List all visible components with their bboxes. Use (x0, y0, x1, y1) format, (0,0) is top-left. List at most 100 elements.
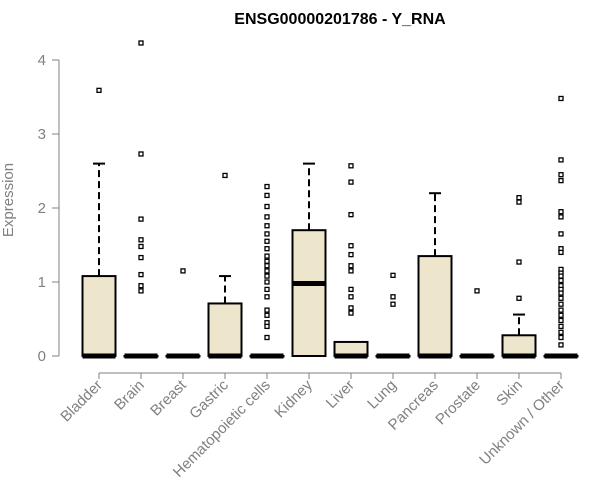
outlier-point (222, 172, 228, 179)
box-rect (81, 275, 117, 357)
box-hematopoietic-cells (249, 183, 285, 359)
outlier-point (348, 263, 354, 269)
outlier-point (264, 214, 270, 220)
outlier-point (180, 268, 186, 274)
outlier-point (264, 238, 270, 244)
box-breast (165, 268, 201, 359)
outlier-point (516, 199, 522, 205)
outlier-point (558, 317, 564, 324)
x-tick-label: Brain (111, 377, 148, 414)
outlier-point (348, 310, 354, 316)
outlier-point (264, 183, 270, 190)
box-lung (375, 272, 411, 359)
outlier-point (264, 263, 270, 269)
outlier-point (96, 87, 102, 93)
outlier-point (558, 290, 564, 296)
outlier-point (264, 307, 270, 313)
outlier-point (138, 151, 144, 157)
outlier-point (558, 312, 564, 318)
box-unknown-other (543, 95, 579, 359)
box-rect (291, 229, 327, 357)
outlier-point (264, 312, 270, 318)
box-rect (417, 255, 453, 358)
outlier-point (558, 301, 564, 307)
outlier-point (138, 237, 144, 243)
outlier-point (390, 272, 396, 278)
outlier-point (558, 172, 564, 178)
outlier-point (558, 273, 564, 279)
outlier-point (558, 95, 564, 102)
y-tick-label: 2 (38, 200, 46, 217)
outlier-point (264, 231, 270, 237)
outlier-point (264, 273, 270, 279)
outlier-point (558, 295, 564, 301)
box-rect (207, 302, 243, 357)
x-tick-label: Kidney (271, 376, 316, 421)
outlier-point (138, 288, 144, 294)
x-tick-label: Breast (147, 376, 190, 419)
outlier-point (558, 214, 564, 220)
outlier-point (264, 268, 270, 274)
x-tick-label: Skin (493, 377, 526, 410)
box-kidney (291, 162, 327, 357)
outlier-point (264, 279, 270, 285)
outlier-point (264, 246, 270, 252)
outlier-point (348, 212, 354, 218)
box-brain (123, 40, 159, 359)
outlier-point (138, 283, 144, 289)
x-tick-label: Liver (323, 377, 358, 412)
outlier-point (348, 179, 354, 185)
outlier-point (390, 301, 396, 307)
box-rect (501, 334, 537, 357)
outlier-point (558, 249, 564, 256)
outlier-point (264, 286, 270, 293)
box-prostate (459, 288, 495, 359)
outlier-point (264, 192, 270, 199)
outlier-point (264, 223, 270, 229)
outlier-point (516, 194, 522, 201)
outlier-point (348, 305, 354, 311)
outlier-point (516, 295, 522, 301)
y-tick-label: 4 (38, 52, 46, 69)
x-tick-label: Bladder (57, 377, 106, 426)
box-gastric (207, 172, 243, 359)
outlier-point (558, 323, 564, 330)
outlier-point (558, 277, 564, 284)
outlier-point (138, 243, 144, 250)
y-tick-label: 3 (38, 126, 46, 143)
outlier-point (138, 216, 144, 222)
outlier-point (348, 251, 354, 258)
outlier-point (264, 294, 270, 300)
chart-title: ENSG00000201786 - Y_RNA (234, 11, 446, 28)
box-liver (333, 163, 369, 359)
outlier-point (264, 334, 270, 341)
outlier-point (558, 209, 564, 215)
outlier-point (138, 254, 144, 261)
box-pancreas (417, 192, 453, 359)
x-tick-label: Prostate (432, 377, 484, 429)
outlier-point (348, 286, 354, 293)
outlier-point (348, 243, 354, 249)
outlier-point (558, 342, 564, 348)
outlier-point (348, 268, 354, 274)
box-bladder (81, 87, 117, 359)
outlier-point (264, 323, 270, 330)
outlier-point (264, 253, 270, 259)
y-tick-label: 0 (38, 348, 46, 365)
x-tick-label: Lung (364, 377, 400, 413)
y-axis-title: Expression (0, 163, 17, 237)
outlier-point (558, 334, 564, 341)
outlier-point (390, 294, 396, 300)
outlier-point (558, 157, 564, 163)
y-tick-label: 1 (38, 274, 46, 291)
outlier-point (558, 329, 564, 335)
outlier-point (348, 163, 354, 169)
outlier-point (348, 294, 354, 300)
box-skin (501, 194, 537, 359)
y-axis: 0 1 2 3 4 (38, 52, 60, 365)
outlier-point (264, 203, 270, 210)
outlier-point (138, 271, 144, 278)
outlier-point (558, 177, 564, 184)
